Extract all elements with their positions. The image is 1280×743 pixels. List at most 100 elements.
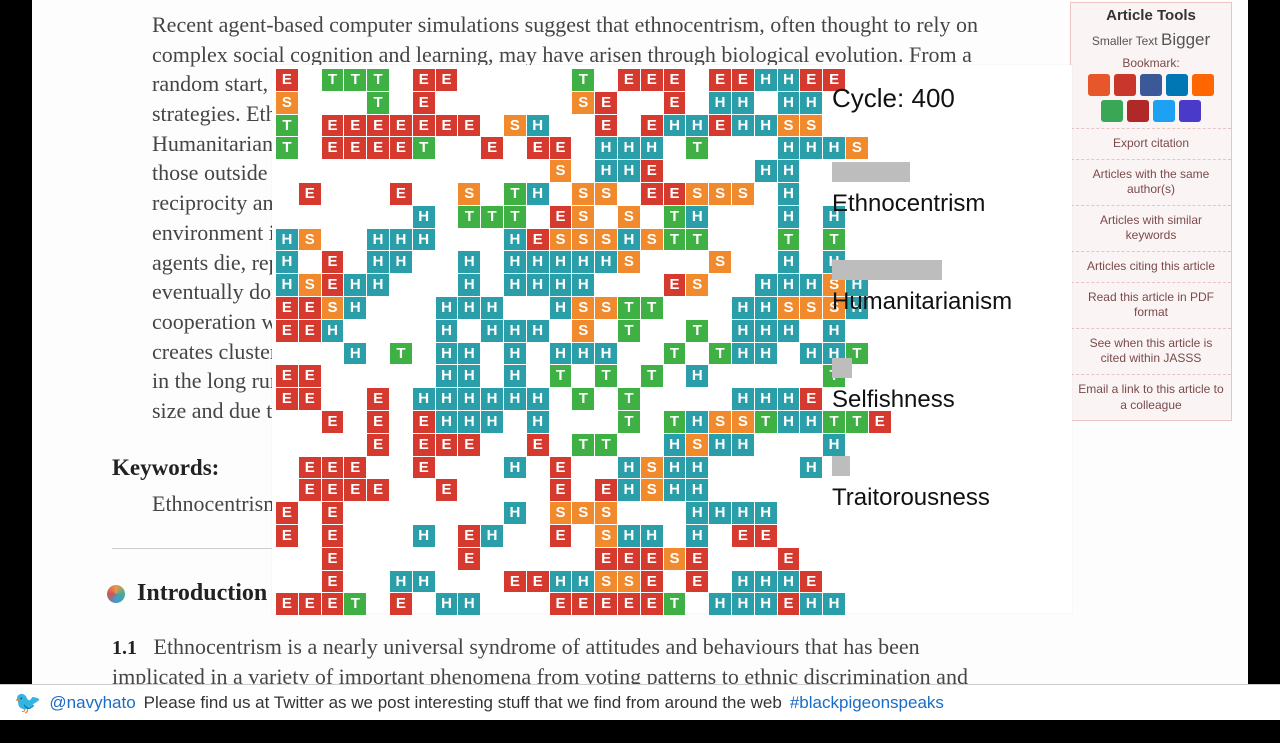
agent-cell: H <box>732 434 754 456</box>
agent-cell: E <box>322 457 344 479</box>
agent-cell: S <box>709 251 731 273</box>
bookmark-icon[interactable] <box>1140 74 1162 96</box>
agent-cell: H <box>481 525 503 547</box>
agent-cell: H <box>276 229 298 251</box>
agent-cell: H <box>572 251 594 273</box>
agent-cell: H <box>732 571 754 593</box>
agent-cell: E <box>276 365 298 387</box>
agent-cell: T <box>641 365 663 387</box>
agent-cell: H <box>732 343 754 365</box>
sidebar-link[interactable]: Export citation <box>1071 128 1231 159</box>
agent-cell: H <box>823 593 845 615</box>
agent-cell: T <box>276 115 298 137</box>
sidebar-link[interactable]: Articles with the same author(s) <box>1071 159 1231 205</box>
bookmark-icon[interactable] <box>1114 74 1136 96</box>
agent-cell: T <box>572 69 594 91</box>
agent-cell: E <box>641 160 663 182</box>
agent-cell: H <box>413 206 435 228</box>
agent-cell: T <box>664 206 686 228</box>
agent-cell: S <box>595 571 617 593</box>
agent-cell: E <box>778 593 800 615</box>
agent-cell: E <box>276 502 298 524</box>
legend-row: Humanitarianism <box>832 260 1012 316</box>
para-number: 1.1 <box>112 637 137 659</box>
agent-cell: E <box>413 115 435 137</box>
agent-cell: E <box>618 593 640 615</box>
agent-cell: E <box>732 69 754 91</box>
agent-cell: E <box>390 115 412 137</box>
bookmark-icon[interactable] <box>1153 100 1175 122</box>
agent-cell: H <box>595 343 617 365</box>
agent-cell: H <box>527 411 549 433</box>
agent-cell: E <box>322 593 344 615</box>
agent-cell: H <box>504 229 526 251</box>
agent-cell: H <box>504 251 526 273</box>
agent-cell: H <box>800 593 822 615</box>
agent-cell: H <box>778 69 800 91</box>
smaller-text-link[interactable]: Smaller Text <box>1092 34 1158 48</box>
sidebar-link[interactable]: Articles citing this article <box>1071 251 1231 282</box>
agent-cell: E <box>778 548 800 570</box>
sidebar-link[interactable]: Articles with similar keywords <box>1071 205 1231 251</box>
twitter-icon: 🐦 <box>14 690 41 716</box>
globe-icon <box>107 585 125 603</box>
bookmark-icon[interactable] <box>1127 100 1149 122</box>
agent-cell: H <box>527 251 549 273</box>
agent-cell: H <box>436 411 458 433</box>
agent-cell: H <box>504 502 526 524</box>
bookmark-icon[interactable] <box>1179 100 1201 122</box>
agent-cell: S <box>572 320 594 342</box>
agent-cell: H <box>504 457 526 479</box>
agent-cell: S <box>595 297 617 319</box>
agent-cell: H <box>458 411 480 433</box>
bookmark-icon[interactable] <box>1166 74 1188 96</box>
agent-cell: H <box>344 297 366 319</box>
agent-cell: H <box>344 343 366 365</box>
agent-cell: E <box>276 297 298 319</box>
agent-cell: S <box>641 479 663 501</box>
text-size-control[interactable]: Smaller Text Bigger <box>1071 30 1231 50</box>
agent-cell: H <box>413 388 435 410</box>
agent-cell: H <box>550 571 572 593</box>
agent-cell: E <box>595 115 617 137</box>
agent-cell: T <box>367 69 389 91</box>
agent-cell: H <box>618 229 640 251</box>
agent-cell: H <box>686 411 708 433</box>
agent-cell: S <box>664 548 686 570</box>
footer-handle[interactable]: @navyhato <box>49 693 135 713</box>
agent-cell: H <box>778 320 800 342</box>
agent-cell: H <box>686 479 708 501</box>
agent-cell: S <box>572 502 594 524</box>
agent-cell: S <box>778 297 800 319</box>
agent-cell: S <box>800 297 822 319</box>
agent-cell: T <box>504 183 526 205</box>
agent-cell: H <box>664 457 686 479</box>
sidebar-link[interactable]: See when this article is cited within JA… <box>1071 328 1231 374</box>
agent-cell: H <box>778 411 800 433</box>
agent-cell: H <box>481 411 503 433</box>
agent-cell: S <box>595 502 617 524</box>
agent-cell: E <box>550 479 572 501</box>
agent-cell: S <box>641 229 663 251</box>
agent-cell: T <box>458 206 480 228</box>
agent-cell: H <box>436 320 458 342</box>
agent-cell: H <box>800 137 822 159</box>
agent-cell: T <box>390 343 412 365</box>
bookmark-icon[interactable] <box>1101 100 1123 122</box>
agent-cell: E <box>367 434 389 456</box>
agent-cell: H <box>481 297 503 319</box>
agent-cell: E <box>686 548 708 570</box>
agent-cell: S <box>686 434 708 456</box>
agent-cell: H <box>641 525 663 547</box>
agent-cell: H <box>527 115 549 137</box>
footer-hashtag[interactable]: #blackpigeonspeaks <box>790 693 944 713</box>
agent-cell: H <box>778 92 800 114</box>
sidebar-link[interactable]: Read this article in PDF format <box>1071 282 1231 328</box>
bigger-text-link[interactable]: Bigger <box>1161 30 1210 49</box>
bookmark-icon[interactable] <box>1088 74 1110 96</box>
sidebar-link[interactable]: Email a link to this article to a collea… <box>1071 374 1231 420</box>
agent-cell: H <box>686 206 708 228</box>
bookmark-icon[interactable] <box>1192 74 1214 96</box>
agent-cell: H <box>436 297 458 319</box>
agent-cell: H <box>458 297 480 319</box>
